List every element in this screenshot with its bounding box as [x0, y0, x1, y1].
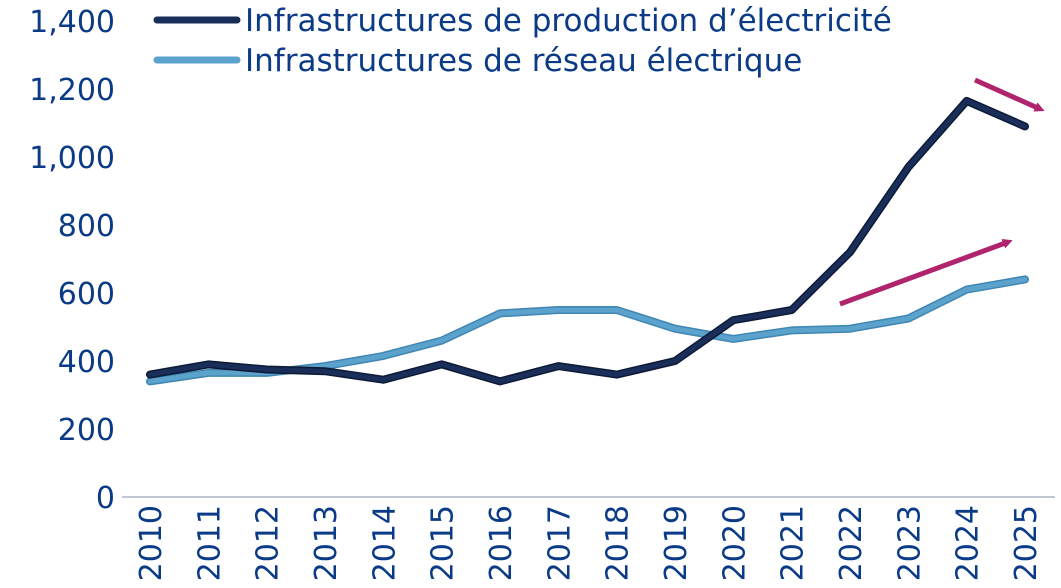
- y-tick-label: 1,200: [29, 73, 115, 108]
- x-tick-label: 2023: [892, 505, 927, 581]
- series-line: [147, 98, 1028, 384]
- legend: Infrastructures de production d’électric…: [153, 3, 892, 79]
- x-tick-label: 2020: [717, 505, 752, 581]
- trend-arrow-down: [973, 77, 1045, 112]
- x-tick-label: 2016: [484, 505, 519, 581]
- x-axis: 2010 2011 2012 2013 2014 2015 2016 2017 2018 2019…: [122, 496, 1055, 581]
- legend-label: Infrastructures de production d’électric…: [245, 3, 892, 39]
- x-tick-label: 2017: [542, 505, 577, 581]
- x-tick-label: 2012: [251, 505, 286, 581]
- x-tick-label: 2014: [367, 505, 402, 581]
- x-tick-label: 2021: [776, 505, 811, 581]
- y-tick-label: 200: [58, 413, 115, 448]
- y-tick-label: 0: [96, 481, 115, 516]
- legend-item: Infrastructures de production d’électric…: [153, 3, 892, 39]
- y-axis: 0 200 400 600 800 1,000 1,200 1,400: [29, 5, 115, 516]
- x-tick-label: 2025: [1009, 505, 1044, 581]
- series-layer: [146, 96, 1029, 386]
- y-tick-label: 1,400: [29, 5, 115, 40]
- x-tick-label: 2019: [659, 505, 694, 581]
- x-tick-label: 2018: [601, 505, 636, 581]
- x-tick-label: 2022: [834, 505, 869, 581]
- series-line-outline: [146, 96, 1029, 386]
- y-tick-label: 400: [58, 345, 115, 380]
- y-tick-label: 600: [58, 277, 115, 312]
- y-tick-label: 1,000: [29, 141, 115, 176]
- x-tick-label: 2013: [309, 505, 344, 581]
- x-tick-label: 2011: [192, 505, 227, 581]
- series-0: [146, 96, 1029, 386]
- legend-item: Infrastructures de réseau électrique: [153, 43, 802, 79]
- trend-arrow-up: [839, 239, 1013, 307]
- x-tick-label: 2024: [951, 505, 986, 581]
- x-tick-label: 2015: [426, 505, 461, 581]
- legend-label: Infrastructures de réseau électrique: [245, 43, 802, 79]
- trend-arrows: [839, 77, 1045, 307]
- y-tick-label: 800: [58, 209, 115, 244]
- x-tick-label: 2010: [134, 505, 169, 581]
